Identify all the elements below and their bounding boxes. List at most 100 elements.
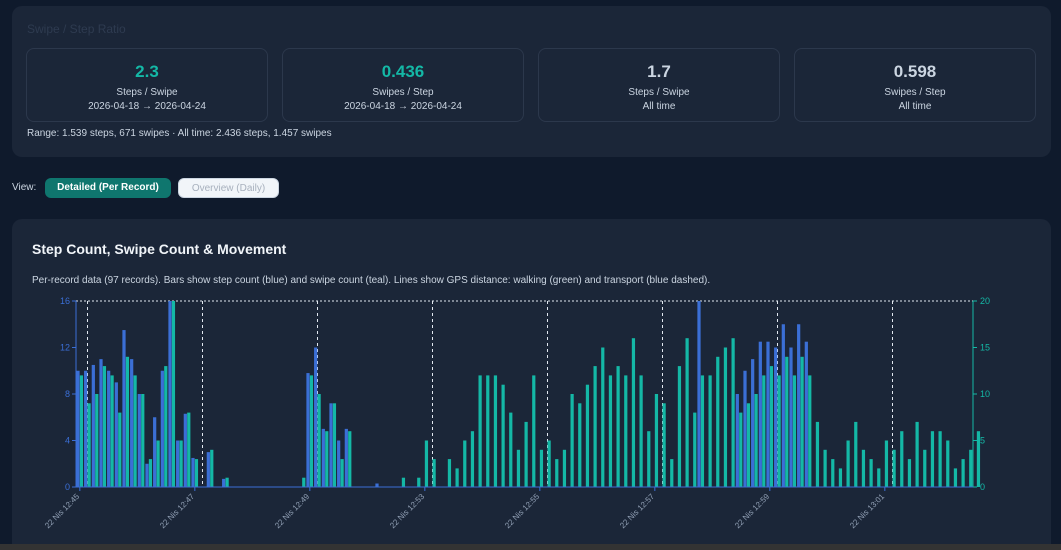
swipe-bar: [815, 421, 820, 487]
step-bar: [774, 347, 778, 487]
swipe-bar: [670, 459, 674, 487]
step-bar: [137, 394, 141, 487]
swipe-bar: [340, 459, 344, 487]
y-right-tick-label: 0: [980, 482, 985, 492]
swipe-bar: [915, 421, 919, 487]
swipe-bar: [708, 375, 712, 487]
y-left-tick-label: 16: [60, 296, 70, 306]
swipe-bar: [585, 384, 590, 487]
detailed-view-button[interactable]: Detailed (Per Record): [45, 178, 171, 198]
y-right-tick-label: 15: [980, 343, 990, 353]
swipe-bar: [662, 403, 666, 487]
swipe-bar: [831, 459, 835, 487]
ratio-summary-panel: Swipe / Step Ratio 2.3 Steps / Swipe 202…: [12, 6, 1051, 157]
swipe-bar: [102, 366, 107, 487]
swipe-bar: [785, 356, 789, 487]
y-left-tick-label: 4: [65, 436, 70, 446]
swipe-bar: [930, 431, 935, 487]
swipe-bar: [800, 356, 804, 487]
swipe-bar: [677, 366, 682, 487]
swipe-bar: [539, 449, 544, 487]
y-left-tick-label: 8: [65, 389, 70, 399]
swipe-bar: [164, 366, 168, 487]
swipe-bar: [976, 431, 981, 487]
swipe-bar: [739, 412, 743, 487]
x-tick-label: 22 Nis 12:45: [43, 492, 82, 531]
y-left-tick-label: 12: [60, 343, 70, 353]
y-right-tick-label: 10: [980, 389, 990, 399]
stat-card-swipes-per-step-all: 0.598 Swipes / Step All time: [794, 48, 1036, 122]
step-bar: [176, 440, 180, 487]
swipe-bar: [547, 440, 551, 487]
y-right-tick-label: 20: [980, 296, 990, 306]
step-bar: [797, 324, 801, 487]
y-left-tick-label: 0: [65, 482, 70, 492]
swipe-bar: [961, 459, 965, 487]
swipe-bar: [225, 477, 229, 487]
step-bar: [789, 347, 793, 487]
view-label: View:: [12, 182, 37, 193]
swipe-bar: [731, 338, 735, 487]
swipe-bar: [95, 394, 99, 487]
swipe-bar: [501, 384, 505, 487]
step-bar: [329, 403, 333, 487]
x-tick-label: 22 Nis 12:49: [273, 492, 312, 531]
x-tick-label: 22 Nis 12:59: [733, 492, 772, 531]
swipe-bar: [754, 394, 758, 487]
stat-sub: All time: [642, 101, 676, 112]
stat-sub: 2026-04-18 → 2026-04-24: [344, 101, 462, 112]
step-bar: [321, 428, 325, 487]
swipe-bar: [348, 431, 352, 487]
range-summary: Range: 1.539 steps, 671 swipes · All tim…: [27, 128, 332, 139]
swipe-bar: [846, 440, 850, 487]
stat-sub: All time: [898, 101, 932, 112]
swipe-bar: [148, 459, 153, 487]
swipe-bar: [616, 366, 620, 487]
step-bar: [107, 370, 111, 487]
step-bar: [697, 301, 701, 487]
swipe-bar: [631, 338, 636, 487]
stat-label: Swipes / Step: [372, 87, 434, 98]
step-bar: [168, 301, 172, 487]
swipe-bar: [562, 449, 567, 487]
panel-title: Swipe / Step Ratio: [27, 22, 126, 36]
x-tick-label: 22 Nis 12:57: [618, 492, 657, 531]
stat-card-swipes-per-step-range: 0.436 Swipes / Step 2026-04-18 → 2026-04…: [282, 48, 524, 122]
swipe-bar: [302, 477, 306, 487]
swipe-bar: [608, 375, 613, 487]
swipe-bar: [854, 421, 858, 487]
swipe-bar: [685, 338, 689, 487]
step-bar: [314, 347, 318, 487]
step-bar: [153, 417, 157, 487]
step-bar: [114, 382, 118, 487]
overview-view-button[interactable]: Overview (Daily): [178, 178, 279, 198]
swipe-bar: [210, 449, 214, 487]
stat-label: Swipes / Step: [884, 87, 946, 98]
step-bar: [122, 330, 126, 487]
step-bar: [183, 413, 187, 487]
x-tick-label: 22 Nis 12:53: [388, 492, 427, 531]
swipe-bar: [900, 431, 904, 487]
swipe-bar: [141, 394, 145, 487]
swipe-bar: [601, 347, 605, 487]
swipe-bar: [877, 468, 881, 487]
swipe-bar: [723, 347, 728, 487]
swipe-bar: [516, 449, 521, 487]
swipe-bar: [125, 356, 130, 487]
swipe-bar: [509, 412, 513, 487]
swipe-bar: [179, 440, 183, 487]
step-bar: [751, 359, 755, 487]
step-bar: [222, 478, 226, 487]
step-bar: [160, 370, 164, 487]
step-bar: [781, 324, 785, 487]
swipe-bar: [823, 449, 827, 487]
chart-description: Per-record data (97 records). Bars show …: [32, 275, 711, 286]
swipe-bar: [861, 449, 866, 487]
swipe-bar: [187, 412, 191, 487]
swipe-bar: [171, 301, 176, 487]
step-bar: [99, 359, 103, 487]
swipe-bar: [555, 459, 559, 487]
swipe-bar: [777, 375, 781, 487]
step-bar: [76, 370, 80, 487]
step-bar: [130, 359, 134, 487]
